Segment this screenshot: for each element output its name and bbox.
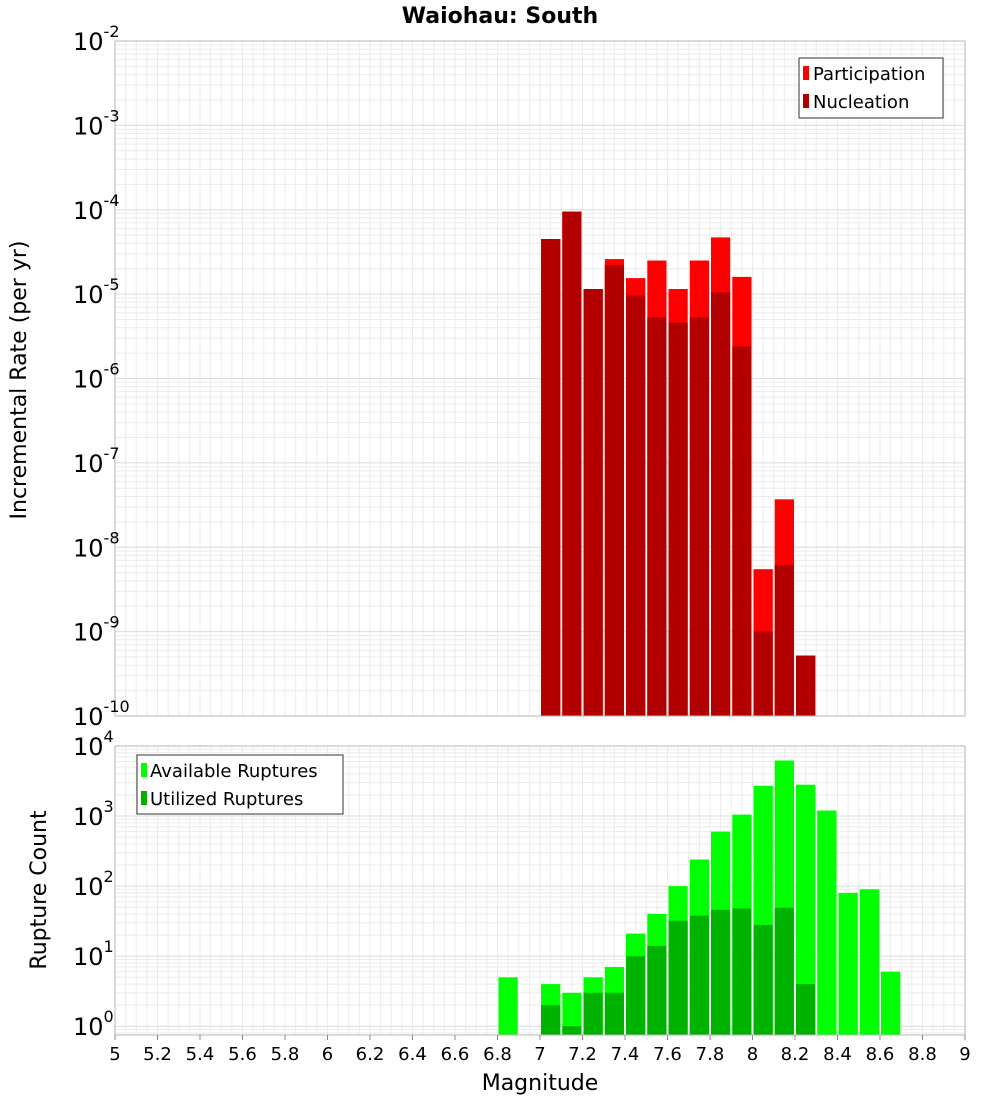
count-bar-series-1 (626, 956, 646, 1035)
rate-bar-series-1 (689, 317, 710, 716)
count-bar-series-1 (541, 1005, 561, 1035)
rate-grid (114, 40, 966, 717)
x-tick-label: 6.2 (356, 1044, 385, 1065)
x-tick-label: 8.6 (866, 1044, 895, 1065)
rate-plot-frame (114, 40, 966, 717)
count-bar-series-1 (583, 992, 603, 1035)
rate-y-tick-label: 10-9 (73, 613, 120, 647)
rate-bar-series-1 (626, 295, 646, 716)
x-tick-label: 6.8 (483, 1044, 512, 1065)
count-bar-series-1 (647, 945, 667, 1035)
x-tick-label: 7.2 (568, 1044, 597, 1065)
rate-y-tick-label: 10-10 (73, 697, 130, 731)
rate-bar-series-1 (604, 265, 624, 716)
rate-legend-box (798, 57, 944, 119)
count-y-tick-label: 100 (73, 1007, 114, 1041)
rate-bar-series-1 (774, 564, 794, 716)
count-bar-series-1 (796, 984, 816, 1035)
nucleation-legend-swatch (803, 94, 809, 108)
x-tick-label: 5.2 (143, 1044, 172, 1065)
utilized-ruptures-legend-swatch (141, 791, 147, 805)
rate-y-tick-label: 10-6 (73, 360, 120, 394)
participation-legend-label: Participation (813, 64, 925, 85)
count-y-axis-label: Rupture Count (27, 810, 52, 970)
x-tick-label: 8 (747, 1044, 758, 1065)
x-tick-label: 8.2 (781, 1044, 810, 1065)
rate-bar-series-1 (541, 239, 561, 716)
rate-bar-series-1 (753, 631, 773, 716)
rate-bar-series-1 (711, 292, 731, 716)
magnitude-axis-label: Magnitude (482, 1071, 599, 1096)
count-y-tick-label: 101 (73, 937, 114, 971)
rate-bar-series-1 (647, 317, 667, 716)
x-tick-label: 9 (959, 1044, 970, 1065)
count-bar-series-0 (859, 889, 880, 1035)
rate-y-ticks: 10-10 10-9 10-8 10-7 10-6 10-5 10-4 10-3 10-2 (73, 22, 130, 731)
x-tick-label: 5.8 (271, 1044, 300, 1065)
nucleation-legend-label: Nucleation (813, 92, 909, 113)
rate-bar-series-1 (796, 655, 816, 716)
rate-y-axis-label: Incremental Rate (per yr) (7, 241, 32, 520)
count-bar-series-1 (711, 909, 731, 1035)
count-bar-series-1 (689, 915, 710, 1035)
available-ruptures-legend-swatch (141, 763, 147, 777)
rate-y-tick-label: 10-5 (73, 275, 120, 309)
count-bar-series-1 (668, 920, 688, 1035)
rate-y-tick-label: 10-2 (73, 22, 120, 56)
magnitude-x-ticks: 5 5.2 5.4 5.6 5.8 6 6.2 6.4 6.6 6.8 7 7.2 7.4 7.6 7.8 8… (109, 1035, 971, 1065)
x-tick-label: 5.4 (186, 1044, 215, 1065)
x-tick-label: 6 (322, 1044, 333, 1065)
x-tick-label: 8.4 (823, 1044, 852, 1065)
x-tick-label: 7.6 (653, 1044, 682, 1065)
count-bar-series-1 (732, 908, 752, 1035)
x-tick-label: 5.6 (228, 1044, 257, 1065)
x-tick-label: 7.8 (696, 1044, 725, 1065)
rate-bar-series-1 (562, 211, 582, 716)
rate-y-tick-label: 10-3 (73, 106, 120, 140)
chart-title: Waiohau: South (402, 4, 598, 29)
participation-legend-swatch (803, 66, 809, 80)
count-bar-series-0 (838, 892, 858, 1035)
count-bar-series-1 (753, 924, 773, 1035)
x-tick-label: 8.8 (908, 1044, 937, 1065)
count-bar-series-0 (881, 971, 901, 1035)
count-bar-series-1 (562, 1026, 582, 1035)
rate-panel: 10-10 10-9 10-8 10-7 10-6 10-5 10-4 10-3 10-2 In… (7, 22, 966, 731)
count-bar-series-1 (774, 907, 794, 1035)
count-bars (498, 760, 901, 1035)
count-y-tick-label: 102 (73, 867, 114, 901)
count-y-ticks: 100 101 102 103 104 (73, 727, 114, 1041)
count-legend-box (136, 754, 344, 815)
rate-legend: Participation Nucleation (798, 57, 944, 119)
utilized-ruptures-legend-label: Utilized Ruptures (150, 789, 303, 810)
x-tick-label: 5 (109, 1044, 120, 1065)
x-tick-label: 7.4 (611, 1044, 640, 1065)
rate-bar-series-1 (668, 322, 688, 716)
count-legend: Available Ruptures Utilized Ruptures (136, 754, 344, 815)
count-panel: 100 101 102 103 104 5 5.2 5.4 5.6 5.8 6 6.2 6.4 6.6 6… (27, 727, 971, 1096)
x-tick-label: 6.4 (398, 1044, 427, 1065)
count-bar-series-0 (796, 784, 816, 1035)
count-bar-series-1 (604, 992, 624, 1035)
count-y-tick-label: 103 (73, 797, 114, 831)
rate-bars (541, 211, 816, 716)
count-bar-series-0 (817, 810, 837, 1035)
rate-bar-series-1 (732, 346, 752, 716)
count-bar-series-0 (562, 992, 582, 1035)
available-ruptures-legend-label: Available Ruptures (150, 761, 318, 782)
x-tick-label: 6.6 (441, 1044, 470, 1065)
rate-y-tick-label: 10-8 (73, 528, 120, 562)
rate-y-tick-label: 10-7 (73, 444, 120, 478)
x-tick-label: 7 (534, 1044, 545, 1065)
count-bar-series-0 (498, 977, 518, 1035)
count-y-tick-label: 104 (73, 727, 114, 761)
rate-bar-series-1 (583, 289, 603, 716)
rate-y-tick-label: 10-4 (73, 191, 120, 225)
